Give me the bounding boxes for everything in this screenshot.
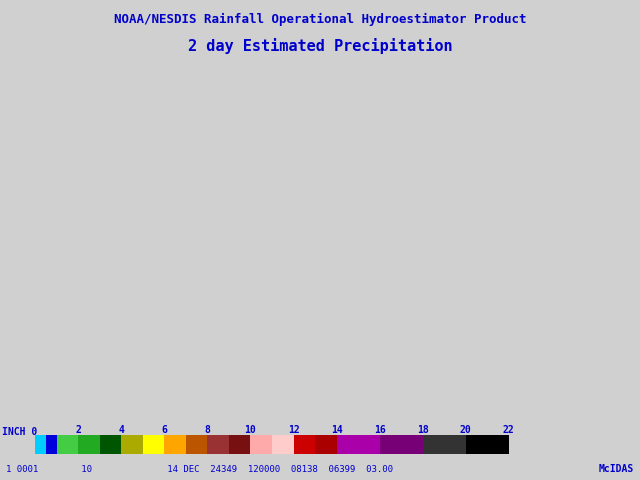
Bar [164,435,186,454]
Bar [122,435,143,454]
Bar [100,435,122,454]
Bar [380,435,422,454]
Bar [46,435,57,454]
Bar [35,435,46,454]
Bar [272,435,294,454]
Bar [337,435,380,454]
Bar [57,435,78,454]
Bar [250,435,272,454]
Bar [229,435,250,454]
Bar [78,435,100,454]
Text: 2: 2 [76,425,81,435]
Text: 2 day Estimated Precipitation: 2 day Estimated Precipitation [188,38,452,54]
Bar [315,435,337,454]
Text: 18: 18 [417,425,429,435]
Text: INCH 0: INCH 0 [2,427,37,437]
Text: 1 0001        10              14 DEC  24349  120000  08138  06399  03.00: 1 0001 10 14 DEC 24349 120000 08138 0639… [6,465,394,474]
Text: 14: 14 [331,425,342,435]
Bar [207,435,229,454]
Text: NOAA/NESDIS Rainfall Operational Hydroestimator Product: NOAA/NESDIS Rainfall Operational Hydroes… [114,13,526,26]
Text: 4: 4 [118,425,124,435]
Text: 20: 20 [460,425,472,435]
Bar [143,435,164,454]
Text: 22: 22 [503,425,515,435]
Text: 12: 12 [287,425,300,435]
Bar [466,435,509,454]
Text: 6: 6 [161,425,167,435]
Bar [186,435,207,454]
Bar [294,435,315,454]
Text: 8: 8 [205,425,211,435]
Bar [422,435,466,454]
Text: 16: 16 [374,425,385,435]
Text: 10: 10 [244,425,257,435]
Text: McIDAS: McIDAS [598,465,634,474]
